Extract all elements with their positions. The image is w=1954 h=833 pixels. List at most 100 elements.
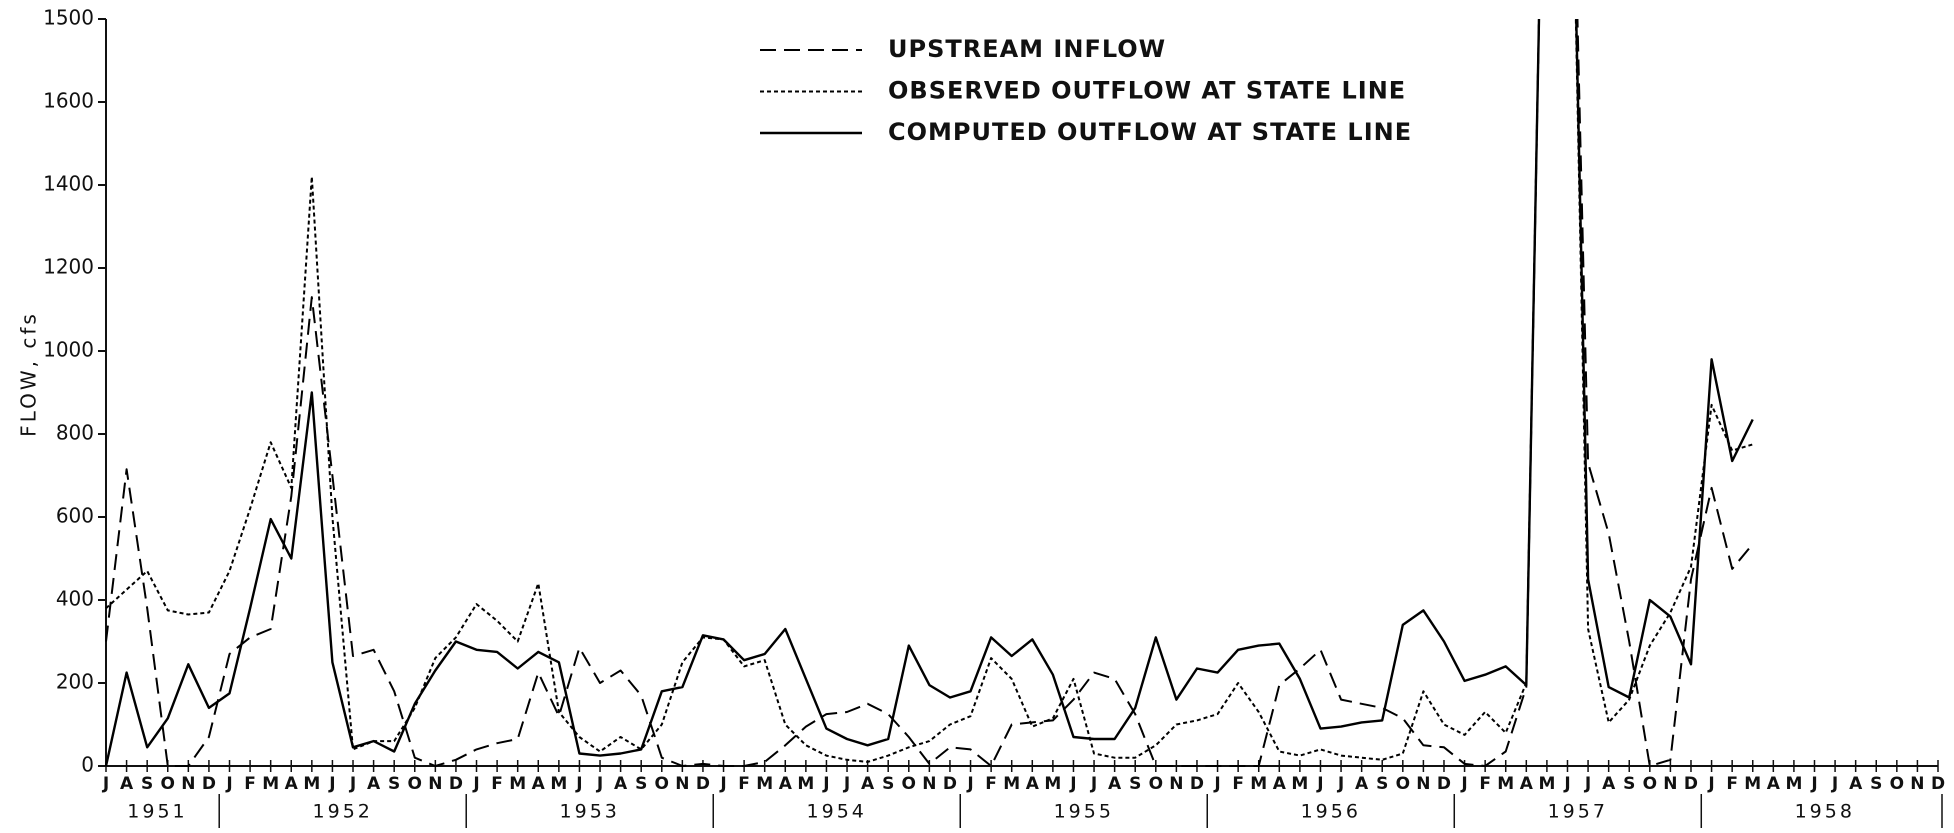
y-tick-label: 1600 — [43, 89, 94, 113]
x-tick-label: N — [1416, 774, 1430, 794]
x-tick-label: A — [532, 774, 546, 794]
y-tick-label: 1500 — [43, 6, 94, 30]
year-label: 1958 — [1795, 801, 1855, 823]
x-tick-label: A — [1026, 774, 1040, 794]
year-label: 1956 — [1301, 801, 1361, 823]
x-tick-label: O — [1643, 774, 1657, 794]
x-tick-label: A — [779, 774, 793, 794]
legend-label: COMPUTED OUTFLOW AT STATE LINE — [888, 118, 1412, 146]
x-tick-label: O — [161, 774, 175, 794]
year-label: 1952 — [313, 801, 373, 823]
x-tick-label: A — [367, 774, 381, 794]
x-tick-label: A — [1520, 774, 1534, 794]
y-tick-label: 600 — [56, 504, 94, 528]
x-tick-label: F — [985, 774, 997, 794]
y-tick-label: 400 — [56, 587, 94, 611]
legend-label: UPSTREAM INFLOW — [888, 35, 1166, 63]
x-tick-label: A — [1849, 774, 1863, 794]
x-tick-label: J — [1831, 774, 1838, 794]
x-tick-label: J — [1707, 774, 1714, 794]
x-tick-label: O — [902, 774, 916, 794]
x-tick-label: J — [225, 774, 232, 794]
legend-label: OBSERVED OUTFLOW AT STATE LINE — [888, 77, 1406, 105]
y-tick-label: 200 — [56, 670, 94, 694]
x-tick-label: N — [922, 774, 936, 794]
x-tick-label: F — [244, 774, 256, 794]
series-line — [105, 19, 1754, 767]
x-tick-label: A — [614, 774, 628, 794]
x-tick-label: M — [756, 774, 773, 794]
x-tick-label: M — [1250, 774, 1267, 794]
year-label: 1953 — [560, 801, 620, 823]
x-tick-label: F — [738, 774, 750, 794]
y-tick-label: 1400 — [43, 172, 94, 196]
x-tick-label: O — [1396, 774, 1410, 794]
x-tick-label: M — [1291, 774, 1308, 794]
x-tick-label: N — [1910, 774, 1924, 794]
x-tick-label: D — [202, 774, 216, 794]
x-tick-label: J — [1316, 774, 1323, 794]
x-tick-label: J — [843, 774, 850, 794]
x-tick-label: D — [1684, 774, 1698, 794]
x-tick-label: D — [943, 774, 957, 794]
x-tick-label: D — [1931, 774, 1945, 794]
x-tick-label: J — [1069, 774, 1076, 794]
x-tick-label: J — [472, 774, 479, 794]
series-line — [105, 19, 1753, 763]
y-tick-label: 1200 — [43, 255, 94, 279]
x-tick-label: O — [1890, 774, 1904, 794]
y-tick-label: 800 — [56, 421, 94, 445]
x-tick-label: A — [1767, 774, 1781, 794]
x-tick-label: D — [696, 774, 710, 794]
year-label: 1951 — [127, 801, 187, 823]
x-tick-label: S — [882, 774, 894, 794]
x-tick-label: J — [349, 774, 356, 794]
x-tick-label: A — [1602, 774, 1616, 794]
x-tick-label: J — [1810, 774, 1817, 794]
x-tick-label: M — [303, 774, 320, 794]
x-tick-label: S — [141, 774, 153, 794]
x-tick-label: N — [1663, 774, 1677, 794]
x-tick-label: D — [1437, 774, 1451, 794]
x-tick-label: M — [1744, 774, 1761, 794]
x-tick-label: J — [328, 774, 335, 794]
x-tick-label: A — [1273, 774, 1287, 794]
x-tick-label: N — [428, 774, 442, 794]
year-label: 1954 — [807, 801, 867, 823]
x-tick-label: M — [262, 774, 279, 794]
x-tick-label: A — [120, 774, 134, 794]
x-tick-label: F — [491, 774, 503, 794]
x-tick-label: A — [1108, 774, 1122, 794]
x-tick-label: J — [1460, 774, 1467, 794]
x-tick-label: J — [1337, 774, 1344, 794]
x-tick-label: J — [596, 774, 603, 794]
x-tick-label: M — [1003, 774, 1020, 794]
x-tick-label: M — [509, 774, 526, 794]
x-tick-label: F — [1232, 774, 1244, 794]
x-tick-label: M — [1538, 774, 1555, 794]
x-tick-label: O — [1149, 774, 1163, 794]
x-tick-label: S — [1623, 774, 1635, 794]
y-tick-label: 1000 — [43, 338, 94, 362]
x-tick-label: M — [1044, 774, 1061, 794]
x-tick-label: A — [285, 774, 299, 794]
x-tick-label: F — [1479, 774, 1491, 794]
y-axis-label: FLOW, cfs — [17, 311, 41, 437]
year-label: 1955 — [1054, 801, 1114, 823]
x-tick-label: J — [102, 774, 109, 794]
x-tick-label: J — [1213, 774, 1220, 794]
x-tick-label: J — [822, 774, 829, 794]
plot-area — [104, 19, 1754, 767]
x-tick-label: A — [861, 774, 875, 794]
year-label: 1957 — [1548, 801, 1608, 823]
x-tick-label: J — [1090, 774, 1097, 794]
x-tick-label: S — [388, 774, 400, 794]
x-tick-label: N — [1169, 774, 1183, 794]
x-tick-label: J — [1584, 774, 1591, 794]
y-tick-label: 0 — [81, 753, 94, 777]
x-tick-label: N — [675, 774, 689, 794]
x-tick-label: M — [1785, 774, 1802, 794]
x-tick-label: J — [1563, 774, 1570, 794]
x-tick-label: M — [1497, 774, 1514, 794]
